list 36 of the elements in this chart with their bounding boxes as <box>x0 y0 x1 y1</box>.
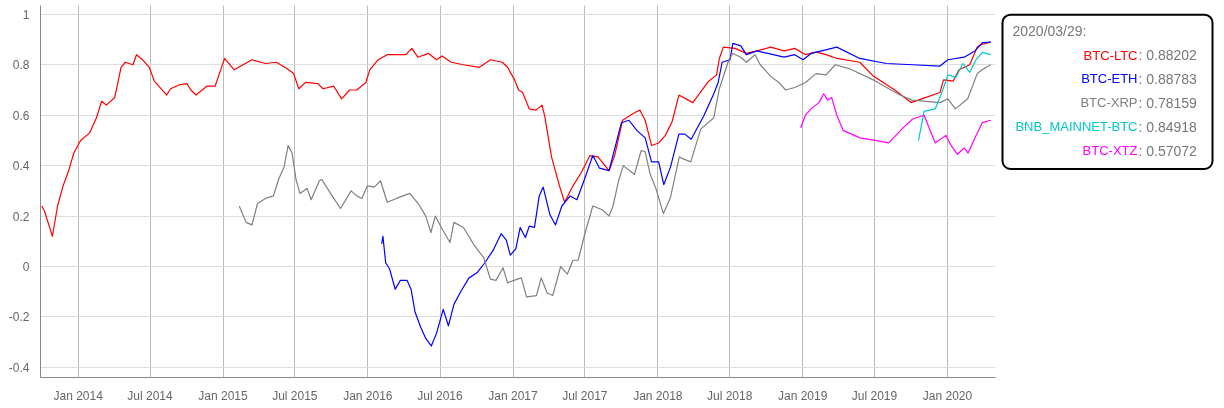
x-tick-label: Jul 2015 <box>272 388 318 403</box>
text: BTC-LTC <box>1083 47 1138 63</box>
line-series <box>238 52 992 298</box>
text: : 0.57072 <box>1138 142 1198 159</box>
y-tick-label: 0.8 <box>12 58 30 73</box>
x-tick-label: Jul 2016 <box>417 388 464 403</box>
x-tick-label: Jul 2017 <box>562 388 608 403</box>
x-tick-label: Jul 2014 <box>127 388 174 403</box>
text: BNB_MAINNET-BTC <box>1015 119 1138 135</box>
x-tick-label: Jul 2019 <box>851 388 898 403</box>
text: : 0.78159 <box>1138 94 1198 111</box>
x-tick-label: Jan 2016 <box>343 388 393 403</box>
x-tick-label: Jan 2018 <box>633 388 683 403</box>
x-tick-label: Jul 2018 <box>706 388 753 403</box>
y-tick-label: 0.4 <box>12 159 30 174</box>
text: BTC-XTZ <box>1082 143 1138 159</box>
text: 2020/03/29: <box>1012 23 1087 40</box>
text: : 0.88783 <box>1138 70 1198 87</box>
y-tick-label: 0.6 <box>12 108 30 123</box>
x-tick-label: Jan 2014 <box>53 388 104 403</box>
line-series <box>917 51 992 142</box>
y-tick-label: -0.4 <box>8 360 30 375</box>
y-tick-label: 1 <box>22 7 30 22</box>
line-series <box>800 93 992 155</box>
x-tick-label: Jan 2017 <box>488 388 539 403</box>
text: : 0.88202 <box>1138 47 1198 64</box>
x-tick-label: Jan 2019 <box>777 388 828 403</box>
line-series <box>381 41 992 347</box>
y-tick-label: -0.2 <box>8 310 30 325</box>
x-tick-label: Jan 2015 <box>198 388 249 403</box>
text: BTC-ETH <box>1081 71 1138 87</box>
y-tick-label: 0.2 <box>12 209 30 224</box>
x-tick-label: Jan 2020 <box>922 388 973 403</box>
text: : 0.84918 <box>1138 118 1198 135</box>
y-tick-label: 0 <box>22 260 30 275</box>
text: BTC-XRP <box>1080 95 1138 111</box>
